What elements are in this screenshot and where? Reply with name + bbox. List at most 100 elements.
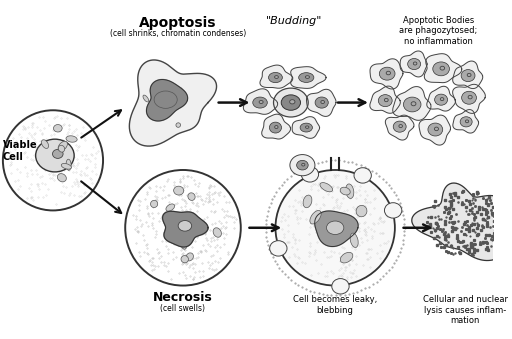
Ellipse shape <box>269 122 282 133</box>
Polygon shape <box>262 114 290 139</box>
Ellipse shape <box>461 69 475 82</box>
Ellipse shape <box>166 204 175 211</box>
Ellipse shape <box>315 97 328 108</box>
Ellipse shape <box>174 186 184 195</box>
Ellipse shape <box>403 97 421 112</box>
Ellipse shape <box>41 140 49 148</box>
Ellipse shape <box>290 100 295 104</box>
Polygon shape <box>453 61 483 88</box>
Ellipse shape <box>253 97 267 108</box>
Ellipse shape <box>434 127 438 131</box>
Ellipse shape <box>305 76 309 78</box>
Ellipse shape <box>303 195 312 208</box>
Ellipse shape <box>270 241 287 256</box>
Ellipse shape <box>440 98 444 101</box>
Ellipse shape <box>36 139 74 172</box>
Polygon shape <box>419 115 451 145</box>
Ellipse shape <box>346 184 354 198</box>
Ellipse shape <box>268 73 282 83</box>
Ellipse shape <box>428 123 443 136</box>
Ellipse shape <box>61 163 72 169</box>
Ellipse shape <box>275 170 395 285</box>
Ellipse shape <box>354 168 371 183</box>
Ellipse shape <box>321 100 325 103</box>
Ellipse shape <box>213 228 221 237</box>
Polygon shape <box>386 115 414 140</box>
Ellipse shape <box>300 123 312 132</box>
Ellipse shape <box>306 126 309 128</box>
Polygon shape <box>370 59 403 89</box>
Ellipse shape <box>186 253 194 261</box>
Ellipse shape <box>379 67 395 80</box>
Ellipse shape <box>393 121 406 132</box>
Polygon shape <box>315 211 358 246</box>
Ellipse shape <box>378 95 392 107</box>
Ellipse shape <box>433 62 450 76</box>
Ellipse shape <box>181 238 186 248</box>
Polygon shape <box>393 86 431 120</box>
Ellipse shape <box>327 221 344 235</box>
Ellipse shape <box>176 123 181 127</box>
Polygon shape <box>130 60 217 146</box>
Ellipse shape <box>53 124 62 132</box>
Text: Cellular and nuclear
lysis causes inflam-
mation: Cellular and nuclear lysis causes inflam… <box>423 295 508 325</box>
Polygon shape <box>243 89 278 114</box>
Ellipse shape <box>189 216 201 225</box>
Text: (cell swells): (cell swells) <box>160 304 205 313</box>
Ellipse shape <box>162 83 167 88</box>
Ellipse shape <box>310 211 321 224</box>
Ellipse shape <box>350 233 358 247</box>
Text: Necrosis: Necrosis <box>153 291 213 304</box>
Ellipse shape <box>340 252 353 263</box>
Ellipse shape <box>386 71 391 75</box>
Polygon shape <box>453 109 479 133</box>
Polygon shape <box>370 86 400 113</box>
Polygon shape <box>291 67 326 88</box>
Ellipse shape <box>57 174 67 182</box>
Text: Apoptotic Bodies
are phagozytosed;
no inflammation: Apoptotic Bodies are phagozytosed; no in… <box>399 16 477 46</box>
Polygon shape <box>163 211 208 247</box>
Ellipse shape <box>188 193 195 200</box>
Ellipse shape <box>151 200 158 207</box>
Ellipse shape <box>411 102 416 106</box>
Ellipse shape <box>320 183 333 192</box>
Ellipse shape <box>150 111 157 117</box>
Ellipse shape <box>290 155 315 176</box>
Ellipse shape <box>440 66 444 70</box>
Ellipse shape <box>178 221 191 231</box>
Ellipse shape <box>176 93 182 103</box>
Ellipse shape <box>462 91 477 104</box>
Ellipse shape <box>177 87 182 93</box>
Ellipse shape <box>465 120 468 123</box>
Ellipse shape <box>143 95 148 102</box>
Ellipse shape <box>408 59 420 69</box>
Ellipse shape <box>301 167 318 182</box>
Ellipse shape <box>66 159 71 170</box>
Ellipse shape <box>58 145 65 152</box>
Ellipse shape <box>66 136 77 142</box>
Ellipse shape <box>281 95 301 110</box>
Ellipse shape <box>385 98 388 102</box>
Text: Viable
Cell: Viable Cell <box>3 140 37 161</box>
Ellipse shape <box>332 279 349 294</box>
Text: "Budding": "Budding" <box>266 16 322 26</box>
Ellipse shape <box>340 187 350 195</box>
Ellipse shape <box>273 88 308 117</box>
Polygon shape <box>307 89 336 116</box>
Polygon shape <box>453 84 485 114</box>
Ellipse shape <box>181 256 188 263</box>
Ellipse shape <box>156 111 162 115</box>
Polygon shape <box>412 183 507 260</box>
Polygon shape <box>400 51 427 77</box>
Ellipse shape <box>182 239 187 249</box>
Ellipse shape <box>259 100 263 103</box>
Ellipse shape <box>302 163 305 166</box>
Text: Cell becomes leaky,
blebbing: Cell becomes leaky, blebbing <box>293 295 377 315</box>
Text: Apoptosis: Apoptosis <box>139 16 217 30</box>
Polygon shape <box>292 117 319 138</box>
Polygon shape <box>260 65 293 88</box>
Ellipse shape <box>460 117 472 127</box>
Ellipse shape <box>435 94 447 105</box>
Ellipse shape <box>298 73 314 82</box>
Ellipse shape <box>468 95 472 99</box>
